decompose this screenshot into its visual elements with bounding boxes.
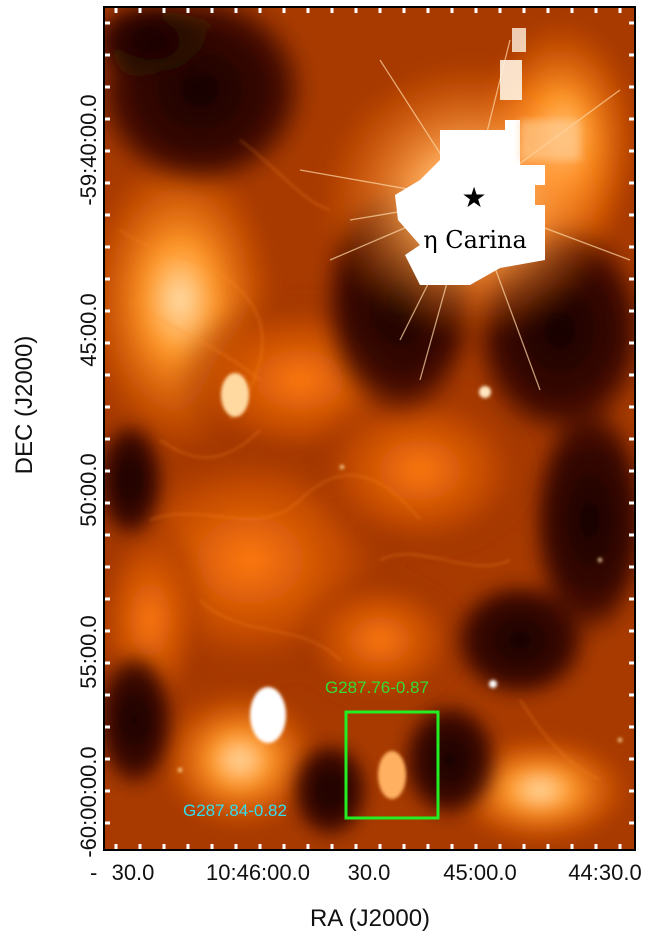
x-tick-label: 44:30.0 xyxy=(568,860,641,885)
region-label-g287-76: G287.76-0.87 xyxy=(325,678,429,697)
x-axis-title: RA (J2000) xyxy=(310,905,430,932)
x-tick-label: 30.0 xyxy=(348,860,391,885)
eta-carinae-glow xyxy=(299,28,631,391)
region-box-g287-76 xyxy=(344,710,440,820)
x-tick-label: 10:46:00.0 xyxy=(206,860,310,885)
y-tick-label: 50:00.0 xyxy=(76,453,101,526)
star-icon: ★ xyxy=(461,181,486,214)
star-label: η Carina xyxy=(423,226,527,254)
x-tick-label: 45:00.0 xyxy=(443,860,516,885)
frame-ticks xyxy=(105,8,634,849)
region-label-g287-84: G287.84-0.82 xyxy=(183,801,287,820)
y-tick-label: -60:00:00.0 xyxy=(76,746,101,857)
x-tick-minor: - xyxy=(90,860,97,885)
y-tick-label: -59:40:00.0 xyxy=(76,94,101,205)
y-tick-label: 55:00.0 xyxy=(76,615,101,688)
plot-frame xyxy=(103,6,636,851)
y-axis-title: DEC (J2000) xyxy=(11,336,38,475)
nebula-image xyxy=(104,7,635,850)
x-tick-label: 30.0 xyxy=(112,860,155,885)
y-tick-label: 45:00.0 xyxy=(76,293,101,366)
